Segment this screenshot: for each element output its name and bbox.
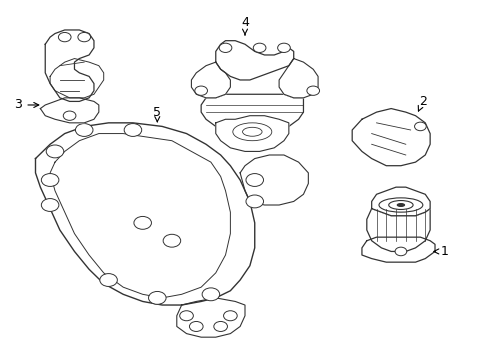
Text: 4: 4	[241, 16, 249, 35]
Polygon shape	[177, 298, 245, 337]
Circle shape	[75, 123, 93, 136]
Polygon shape	[367, 208, 430, 251]
Ellipse shape	[397, 203, 405, 206]
Circle shape	[163, 234, 181, 247]
Polygon shape	[50, 59, 104, 98]
Circle shape	[180, 311, 194, 321]
Circle shape	[415, 122, 426, 131]
Circle shape	[41, 199, 59, 211]
Circle shape	[246, 174, 264, 186]
Polygon shape	[240, 155, 308, 205]
Circle shape	[63, 111, 76, 120]
Circle shape	[395, 247, 407, 256]
Text: 5: 5	[153, 105, 161, 122]
Polygon shape	[279, 59, 318, 98]
Polygon shape	[45, 30, 94, 102]
Circle shape	[253, 43, 266, 53]
Circle shape	[307, 86, 319, 95]
Circle shape	[202, 288, 220, 301]
Polygon shape	[192, 62, 230, 98]
Polygon shape	[40, 98, 99, 123]
Circle shape	[148, 292, 166, 304]
Text: 3: 3	[15, 99, 39, 112]
Circle shape	[41, 174, 59, 186]
Polygon shape	[362, 237, 435, 262]
Circle shape	[46, 145, 64, 158]
Circle shape	[223, 311, 237, 321]
Text: 2: 2	[418, 95, 427, 111]
Circle shape	[219, 43, 232, 53]
Circle shape	[278, 43, 290, 53]
Circle shape	[190, 321, 203, 332]
Circle shape	[214, 321, 227, 332]
Text: 1: 1	[434, 245, 449, 258]
Circle shape	[195, 86, 207, 95]
Polygon shape	[372, 187, 430, 216]
Polygon shape	[216, 116, 289, 152]
Circle shape	[246, 195, 264, 208]
Circle shape	[100, 274, 117, 287]
Circle shape	[134, 216, 151, 229]
Circle shape	[78, 32, 91, 42]
Polygon shape	[35, 123, 255, 305]
Circle shape	[124, 123, 142, 136]
Circle shape	[58, 32, 71, 42]
Polygon shape	[201, 94, 303, 134]
Polygon shape	[216, 41, 294, 80]
Polygon shape	[352, 109, 430, 166]
